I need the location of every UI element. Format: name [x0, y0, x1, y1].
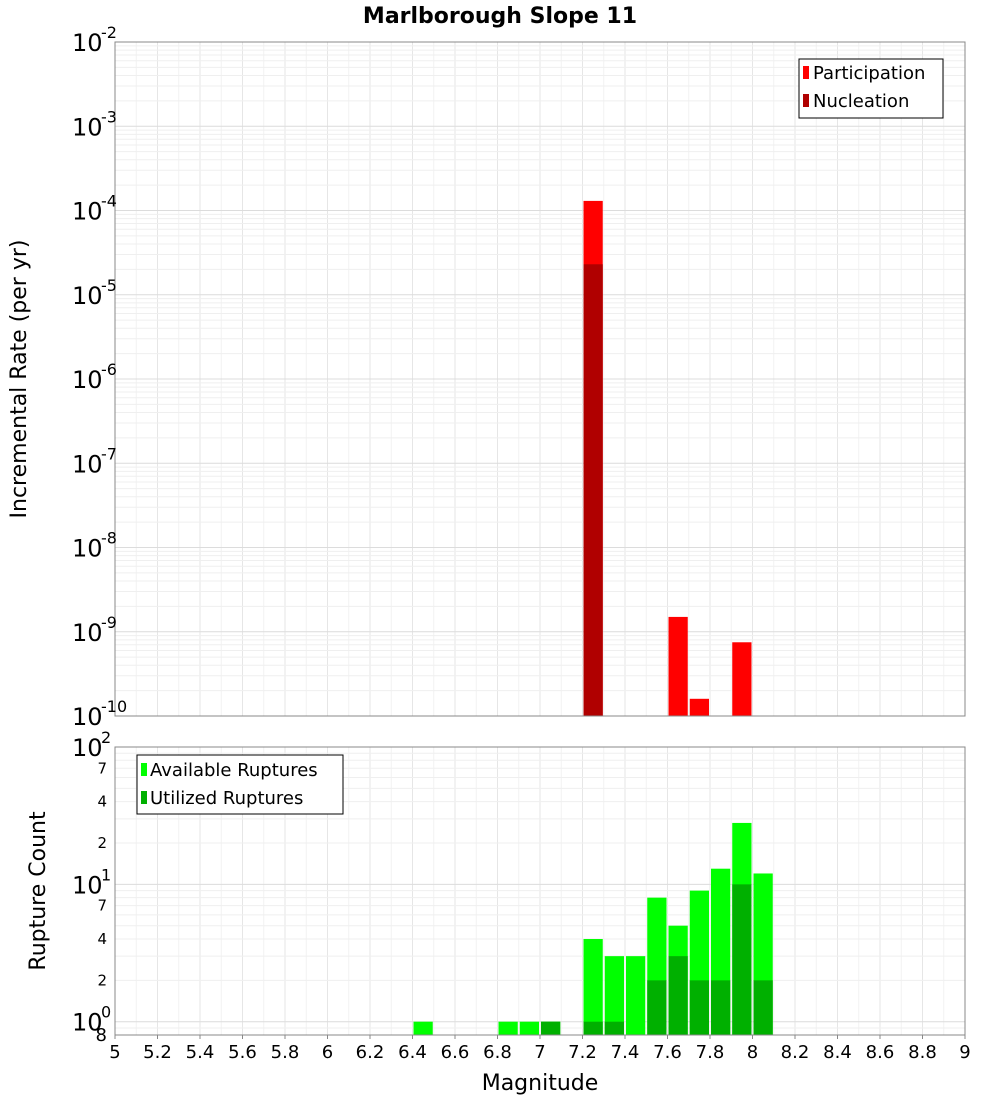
- top-y-tick-base: 10: [72, 113, 103, 141]
- bar-utilized-ruptures: [583, 1021, 603, 1035]
- x-tick-label: 5: [109, 1042, 120, 1063]
- bar-utilized-ruptures: [668, 956, 688, 1035]
- bottom-y-axis-label: Rupture Count: [26, 811, 51, 971]
- x-tick-label: 6: [322, 1042, 333, 1063]
- top-y-tick-exponent: -5: [101, 276, 117, 295]
- bar-utilized-ruptures: [753, 980, 773, 1035]
- legend-label-participation: Participation: [813, 63, 925, 84]
- bottom-bars: [413, 822, 773, 1035]
- top-gridlines: [114, 41, 966, 717]
- top-y-tick-base: 10: [72, 282, 103, 310]
- legend-label-nucleation: Nucleation: [813, 91, 909, 112]
- top-plot-area: 10-210-310-410-510-610-710-810-910-10 In…: [7, 23, 966, 731]
- top-y-tick-base: 10: [72, 450, 103, 478]
- bar-available-ruptures: [583, 939, 603, 1035]
- top-y-tick-base: 10: [72, 535, 103, 563]
- bar-participation: [689, 698, 709, 716]
- x-tick-label: 7.2: [568, 1042, 597, 1063]
- x-tick-label: 8: [747, 1042, 758, 1063]
- legend-swatch-nucleation: [803, 94, 809, 107]
- bottom-y-tick-base: 10: [72, 734, 103, 762]
- bar-utilized-ruptures: [604, 1021, 624, 1035]
- top-y-tick-exponent: -3: [101, 107, 117, 126]
- top-y-axis-label: Incremental Rate (per yr): [7, 240, 32, 519]
- x-tick-label: 9: [959, 1042, 970, 1063]
- top-y-tick-exponent: -10: [101, 697, 127, 716]
- top-bars: [583, 200, 752, 716]
- top-legend-box: [798, 58, 944, 119]
- x-tick-label: 5.8: [271, 1042, 300, 1063]
- top-y-tick-labels: 10-210-310-410-510-610-710-810-910-10: [72, 23, 127, 731]
- x-tick-label: 6.6: [441, 1042, 470, 1063]
- bar-available-ruptures: [604, 956, 624, 1035]
- bar-utilized-ruptures: [711, 980, 731, 1035]
- bottom-y-tick-base: 10: [72, 871, 103, 899]
- legend-swatch-participation: [803, 66, 809, 79]
- top-y-tick-base: 10: [72, 29, 103, 57]
- x-tick-label: 7: [534, 1042, 545, 1063]
- bar-available-ruptures: [519, 1021, 539, 1035]
- bottom-y-minor-tick: 2: [97, 834, 107, 852]
- x-tick-label: 6.8: [483, 1042, 512, 1063]
- top-y-tick-exponent: -4: [101, 192, 117, 211]
- chart-title: Marlborough Slope 11: [363, 4, 637, 29]
- bottom-y-minor-tick: 2: [97, 971, 107, 989]
- x-tick-label: 7.8: [696, 1042, 725, 1063]
- x-tick-label: 7.4: [611, 1042, 640, 1063]
- bottom-legend: Available Ruptures Utilized Ruptures: [136, 754, 344, 815]
- x-tick-label: 5.4: [186, 1042, 215, 1063]
- top-legend: Participation Nucleation: [798, 58, 944, 119]
- bar-available-ruptures: [626, 956, 646, 1035]
- x-tick-label: 7.6: [653, 1042, 682, 1063]
- bottom-y-minor-tick: 4: [97, 930, 107, 948]
- legend-swatch-utilized: [141, 791, 147, 804]
- bar-available-ruptures: [413, 1021, 433, 1035]
- x-tick-label: 6.2: [356, 1042, 385, 1063]
- bottom-y-tick-base: 10: [72, 1009, 103, 1037]
- bottom-y-minor-tick: 8: [96, 1025, 107, 1046]
- bar-utilized-ruptures: [541, 1021, 561, 1035]
- top-y-tick-exponent: -2: [101, 23, 117, 42]
- top-y-tick-base: 10: [72, 619, 103, 647]
- bar-utilized-ruptures: [647, 980, 667, 1035]
- legend-label-utilized: Utilized Ruptures: [150, 788, 303, 809]
- bottom-y-tick-exponent: 2: [101, 728, 111, 747]
- top-y-tick-exponent: -7: [101, 444, 117, 463]
- bottom-y-minor-tick: 4: [97, 793, 107, 811]
- x-axis-label: Magnitude: [482, 1071, 599, 1096]
- bar-participation: [732, 642, 752, 716]
- top-plot-frame: [114, 41, 966, 717]
- top-y-tick-base: 10: [72, 198, 103, 226]
- x-tick-label: 8.8: [908, 1042, 937, 1063]
- bar-participation: [668, 616, 688, 716]
- bar-available-ruptures: [498, 1021, 518, 1035]
- top-y-tick-base: 10: [72, 366, 103, 394]
- legend-swatch-available: [141, 763, 147, 776]
- bottom-legend-box: [136, 754, 344, 815]
- x-tick-label: 6.4: [398, 1042, 427, 1063]
- bottom-y-minor-tick: 7: [97, 759, 107, 777]
- bottom-y-minor-tick: 7: [97, 897, 107, 915]
- bottom-y-tick-exponent: 1: [101, 865, 111, 884]
- x-tick-label: 8.2: [781, 1042, 810, 1063]
- top-y-tick-exponent: -6: [101, 360, 117, 379]
- bottom-y-tick-exponent: 0: [101, 1003, 111, 1022]
- x-tick-label: 5.6: [228, 1042, 257, 1063]
- bar-utilized-ruptures: [732, 884, 752, 1035]
- top-y-tick-exponent: -8: [101, 529, 117, 548]
- legend-label-available: Available Ruptures: [150, 760, 318, 781]
- x-tick-labels: 5 5.2 5.4 5.6 5.8 6 6.2 6.4 6.6 6.8 7 7.2 7.4 7.6 7.8 8…: [109, 1035, 971, 1063]
- x-tick-label: 8.4: [823, 1042, 852, 1063]
- top-y-tick-base: 10: [72, 703, 103, 731]
- bar-nucleation: [583, 264, 603, 716]
- x-tick-label: 8.6: [866, 1042, 895, 1063]
- bar-utilized-ruptures: [689, 980, 709, 1035]
- top-y-tick-exponent: -9: [101, 613, 117, 632]
- x-tick-label: 5.2: [143, 1042, 172, 1063]
